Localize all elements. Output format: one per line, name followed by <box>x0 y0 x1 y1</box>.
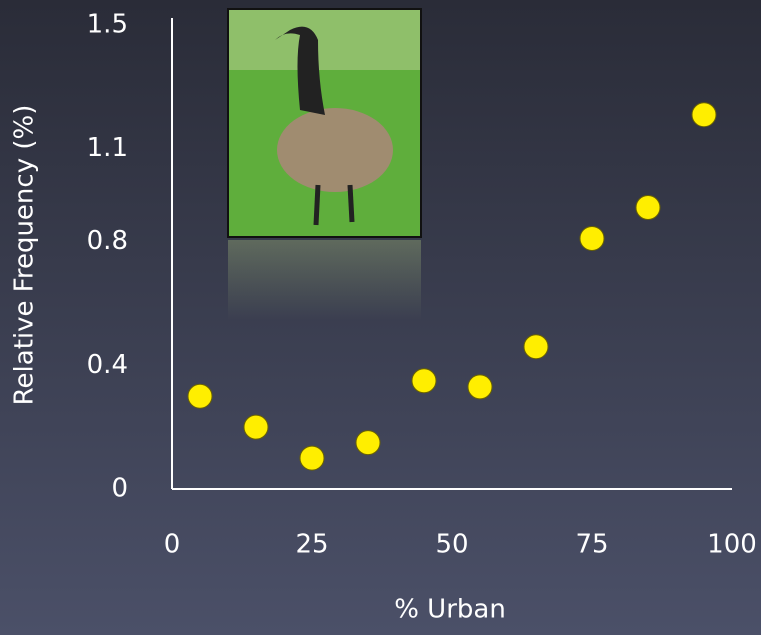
point <box>355 430 381 456</box>
point <box>187 383 213 409</box>
y-tick-label: 1.5 <box>87 10 128 40</box>
goose-photo <box>227 8 422 320</box>
point <box>467 374 493 400</box>
x-tick-label: 25 <box>295 530 328 560</box>
x-tick-label: 0 <box>164 530 181 560</box>
x-tick-label: 100 <box>707 530 757 560</box>
point <box>579 225 605 251</box>
point <box>243 414 269 440</box>
y-tick-label: 1.1 <box>87 133 128 163</box>
y-tick-label: 0.8 <box>87 226 128 256</box>
point <box>523 334 549 360</box>
x-tick-label: 75 <box>575 530 608 560</box>
point <box>299 445 325 471</box>
point <box>635 195 661 221</box>
point <box>411 368 437 394</box>
y-tick-label: 0.4 <box>87 350 128 380</box>
y-axis-label: Relative Frequency (%) <box>10 105 40 406</box>
point <box>691 102 717 128</box>
x-tick-label: 50 <box>435 530 468 560</box>
y-tick-label: 0 <box>111 474 128 504</box>
x-axis-label: % Urban <box>394 595 506 625</box>
